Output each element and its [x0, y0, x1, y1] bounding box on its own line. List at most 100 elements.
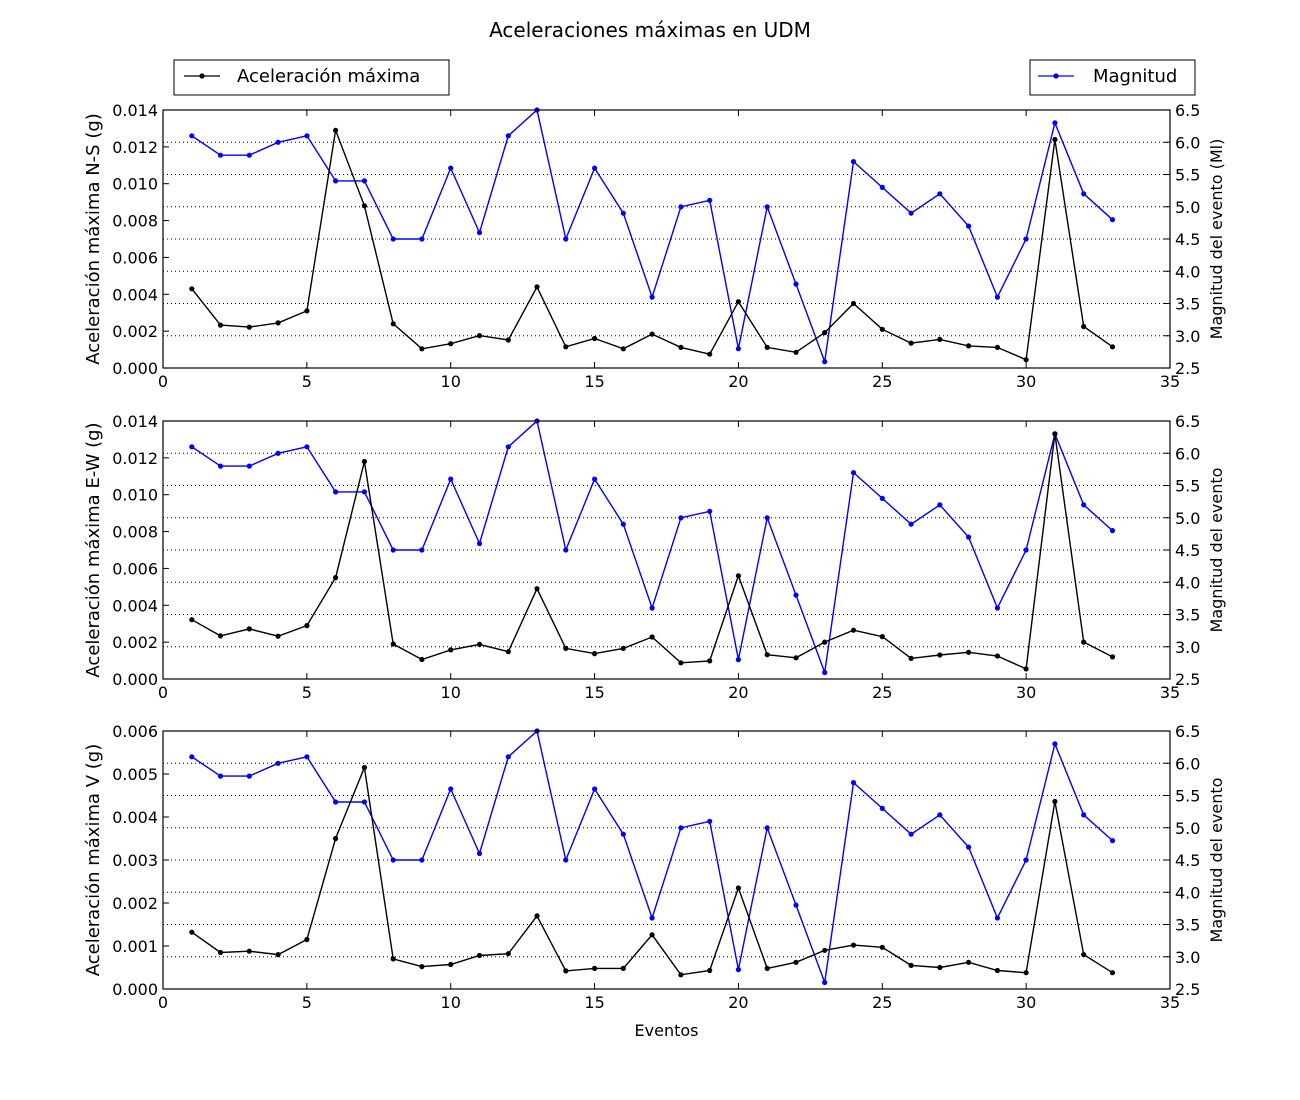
y2-tick-label: 3.5 [1175, 916, 1200, 935]
data-point-acceleration [217, 633, 224, 639]
data-point-acceleration [879, 944, 885, 950]
data-point-acceleration [361, 764, 367, 771]
data-point-magnitude [275, 450, 281, 456]
data-point-acceleration [419, 964, 425, 970]
data-point-magnitude [390, 547, 396, 553]
data-point-acceleration [275, 952, 281, 958]
data-point-magnitude [937, 502, 943, 508]
x-tick-label: 0 [158, 372, 168, 391]
data-point-magnitude [592, 476, 598, 482]
data-point-magnitude [678, 515, 684, 521]
data-point-acceleration [246, 324, 252, 330]
data-point-acceleration [793, 959, 799, 965]
data-point-acceleration [937, 336, 943, 342]
y2-axis-label: Magnitud del evento [1207, 778, 1226, 943]
data-point-acceleration [246, 948, 252, 954]
data-point-magnitude [649, 605, 655, 611]
data-point-magnitude [822, 979, 828, 986]
y-tick-label: 0.012 [112, 449, 158, 468]
y-tick-label: 0.004 [112, 285, 158, 304]
chart-panel-1: 0 5 10 15 20 25 30 35 0.000 0.002 0.004 0.006 0.008 0… [83, 101, 1226, 391]
data-point-magnitude [563, 236, 569, 242]
y2-tick-label: 4.5 [1175, 230, 1200, 249]
data-point-magnitude [764, 825, 770, 831]
data-point-magnitude [735, 967, 742, 973]
data-point-magnitude [1081, 191, 1087, 197]
data-point-magnitude [822, 669, 828, 676]
data-point-acceleration [678, 660, 684, 666]
data-point-acceleration [994, 344, 1001, 350]
data-point-acceleration [505, 951, 511, 957]
y-tick-label: 0.012 [112, 138, 158, 157]
data-point-acceleration [534, 284, 540, 290]
data-point-acceleration [361, 203, 367, 209]
data-point-magnitude [505, 754, 511, 760]
data-point-acceleration [1023, 357, 1029, 363]
x-tick-label: 20 [728, 993, 748, 1012]
data-point-acceleration [678, 344, 684, 350]
data-point-acceleration [822, 330, 828, 336]
series-magnitude [189, 107, 1116, 365]
data-point-magnitude [764, 204, 770, 210]
data-point-magnitude [1081, 812, 1087, 818]
data-point-magnitude [678, 204, 684, 210]
data-point-magnitude [649, 294, 655, 300]
data-point-magnitude [793, 281, 799, 287]
data-point-acceleration [333, 575, 339, 581]
data-point-magnitude [1109, 528, 1116, 534]
data-point-magnitude [620, 831, 626, 837]
y-tick-label: 0.000 [112, 980, 158, 999]
data-point-magnitude [419, 857, 425, 863]
data-point-acceleration [534, 913, 540, 919]
data-point-acceleration [1023, 970, 1029, 976]
y2-tick-label: 3.5 [1175, 295, 1200, 314]
series-line-magnitude [191, 108, 1113, 362]
data-point-magnitude [361, 489, 367, 495]
data-point-magnitude [994, 915, 1001, 921]
y-tick-label: 0.008 [112, 212, 158, 231]
data-point-acceleration [1052, 136, 1058, 143]
data-point-acceleration [1023, 666, 1029, 672]
y2-tick-label: 4.5 [1175, 541, 1200, 560]
data-point-acceleration [419, 656, 425, 663]
data-point-acceleration [448, 961, 454, 968]
data-point-acceleration [793, 655, 799, 661]
y2-tick-label: 3.0 [1175, 327, 1200, 346]
data-point-magnitude [390, 236, 396, 242]
data-point-magnitude [937, 191, 943, 197]
y2-tick-label: 6.5 [1175, 412, 1200, 431]
data-point-acceleration [361, 458, 367, 465]
data-point-acceleration [937, 964, 943, 971]
x-tick-label: 30 [1016, 683, 1036, 702]
data-point-acceleration [592, 335, 598, 342]
legend-right-label: Magnitud [1093, 66, 1177, 87]
data-point-magnitude [1023, 857, 1029, 863]
data-point-acceleration [419, 346, 425, 352]
data-point-acceleration [966, 649, 972, 655]
data-point-acceleration [1081, 952, 1087, 958]
data-point-magnitude [937, 812, 943, 818]
data-point-magnitude [592, 165, 598, 171]
legend-right: Magnitud [1029, 59, 1196, 96]
y-tick-label: 0.004 [112, 808, 158, 827]
data-point-acceleration [1109, 970, 1116, 976]
data-point-magnitude [678, 825, 684, 831]
data-point-magnitude [505, 444, 511, 450]
data-point-magnitude [448, 165, 454, 171]
data-point-magnitude [966, 223, 972, 229]
data-point-acceleration [189, 617, 195, 623]
data-point-magnitude [994, 605, 1001, 611]
data-point-acceleration [333, 835, 339, 842]
y2-tick-label: 5.5 [1175, 787, 1200, 806]
x-axis-label: Eventos [635, 1021, 699, 1040]
y-tick-label: 0.010 [112, 486, 158, 505]
y2-tick-label: 6.0 [1175, 133, 1200, 152]
data-point-magnitude [333, 799, 339, 805]
plot-frame [162, 730, 1171, 990]
legend-left: Aceleración máxima [173, 59, 450, 96]
x-tick-label: 0 [158, 683, 168, 702]
data-point-acceleration [966, 959, 972, 965]
data-point-magnitude [419, 547, 425, 553]
y2-tick-label: 4.5 [1175, 851, 1200, 870]
data-point-magnitude [1109, 217, 1116, 223]
